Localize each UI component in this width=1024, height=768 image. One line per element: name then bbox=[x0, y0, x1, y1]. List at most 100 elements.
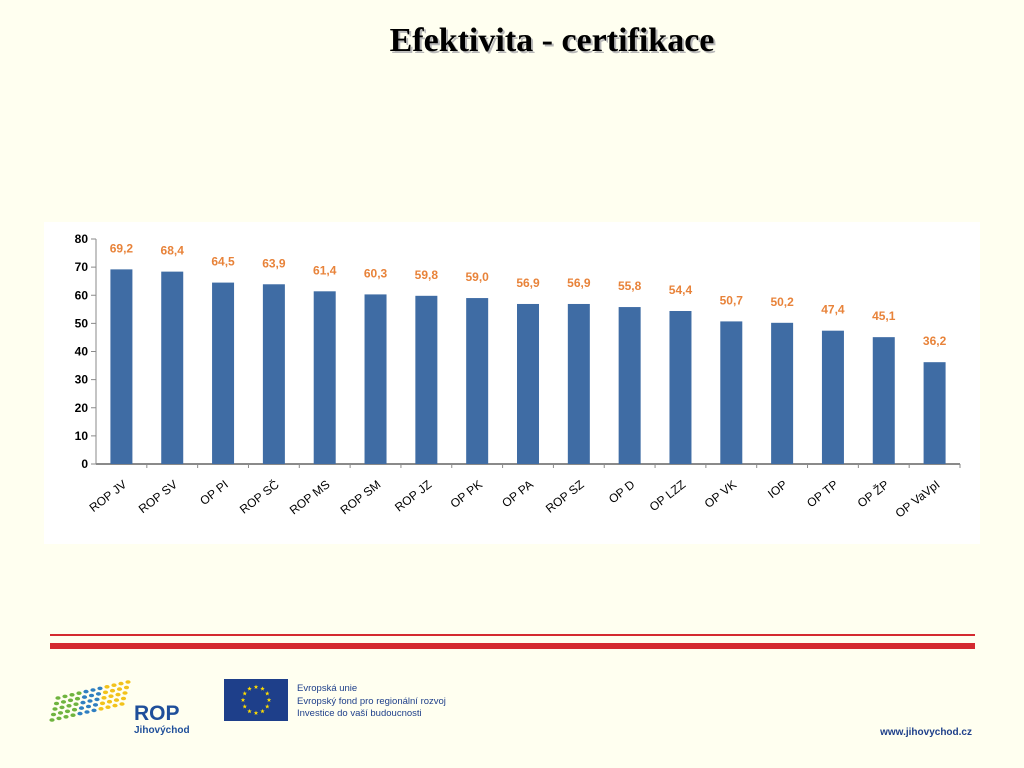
rop-logo-dot bbox=[81, 695, 88, 699]
x-category-label: ROP SČ bbox=[236, 476, 282, 516]
rop-logo-dot bbox=[97, 686, 103, 691]
rop-logo-dot bbox=[92, 703, 99, 707]
bar-value-label: 54,4 bbox=[669, 283, 693, 297]
bar bbox=[771, 322, 794, 464]
y-tick-label: 0 bbox=[81, 457, 88, 471]
x-category-label: OP VaVpI bbox=[893, 477, 943, 520]
rop-logo-dot bbox=[67, 698, 74, 703]
bar-value-label: 47,4 bbox=[821, 303, 845, 317]
y-tick-label: 30 bbox=[75, 373, 89, 387]
eu-text-line: Investice do vaší budoucnosti bbox=[297, 708, 422, 719]
bar bbox=[212, 282, 235, 464]
eu-text-block: Evropská unie Evropský fond pro regionál… bbox=[297, 683, 446, 721]
bar-value-label: 50,7 bbox=[720, 293, 744, 307]
eu-star-icon bbox=[240, 697, 246, 702]
y-tick-label: 40 bbox=[75, 345, 89, 359]
rop-logo-dot bbox=[71, 707, 78, 712]
footer-rule-thin bbox=[50, 634, 975, 636]
bar bbox=[618, 307, 641, 464]
bar-chart: 0 10 20 30 40 50 60 70 80 69,2 ROP JV 68,4 ROP SV 64,… bbox=[44, 222, 980, 544]
rop-logo-dot bbox=[108, 694, 114, 698]
eu-flag-icon bbox=[224, 679, 288, 721]
rop-logo-dot bbox=[104, 685, 110, 689]
rop-logo-dot bbox=[115, 692, 121, 697]
rop-logo-dot bbox=[101, 696, 107, 700]
x-category-label: ROP JV bbox=[87, 477, 130, 515]
rop-logo-dot bbox=[74, 696, 81, 701]
rop-logo-dot bbox=[112, 703, 118, 708]
x-category-label: ROP SV bbox=[136, 477, 180, 516]
bar bbox=[161, 271, 184, 464]
rop-logo-dot bbox=[88, 693, 95, 698]
slide-title: Efektivita - certifikace bbox=[389, 22, 715, 59]
x-category-label: OP LZZ bbox=[647, 477, 689, 514]
eu-text-line: Evropský fond pro regionální rozvoj bbox=[297, 695, 446, 707]
rop-logo-dot bbox=[118, 681, 124, 686]
rop-logo-dot bbox=[111, 683, 117, 687]
bar bbox=[415, 295, 438, 464]
bar bbox=[720, 321, 743, 464]
y-tick-label: 20 bbox=[75, 401, 89, 415]
x-category-label: OP PA bbox=[499, 477, 536, 510]
bar-value-label: 69,2 bbox=[110, 241, 134, 255]
rop-logo-region: Jihovýchod bbox=[134, 725, 190, 736]
bar bbox=[364, 294, 387, 464]
y-tick-label: 70 bbox=[75, 260, 89, 274]
x-category-label: OP D bbox=[606, 477, 638, 506]
x-category-label: OP PI bbox=[197, 477, 231, 508]
rop-logo-dot bbox=[109, 688, 116, 693]
footer-rule-thick bbox=[50, 643, 975, 649]
bar-value-label: 36,2 bbox=[923, 334, 947, 348]
rop-logo-dot bbox=[60, 700, 67, 704]
bar-value-label: 56,9 bbox=[516, 276, 540, 290]
y-tick-label: 50 bbox=[75, 316, 89, 330]
x-category-label: IOP bbox=[765, 477, 790, 501]
rop-logo-dot bbox=[57, 711, 64, 715]
rop-logo-dot bbox=[105, 705, 111, 709]
rop-logo-dot bbox=[76, 691, 82, 695]
rop-logo-dot bbox=[56, 716, 62, 721]
rop-logo-dot bbox=[116, 687, 123, 691]
rop-logo-dot bbox=[73, 702, 79, 706]
rop-logo-dot bbox=[77, 711, 83, 716]
rop-logo-name: ROP bbox=[134, 702, 180, 725]
bar bbox=[872, 337, 895, 464]
bar bbox=[669, 311, 692, 464]
rop-logo-dot bbox=[84, 710, 90, 714]
bar-chart-svg: 0 10 20 30 40 50 60 70 80 69,2 ROP JV 68,4 ROP SV 64,… bbox=[75, 232, 961, 521]
eu-star-icon bbox=[253, 684, 259, 689]
rop-logo-dot bbox=[95, 692, 102, 696]
rop-logo-dot bbox=[63, 715, 69, 719]
rop-logo-dot bbox=[78, 706, 85, 710]
rop-logo-dot bbox=[106, 699, 113, 704]
bar bbox=[110, 269, 133, 464]
x-category-label: ROP MS bbox=[287, 477, 333, 517]
y-tick-label: 80 bbox=[75, 232, 89, 246]
rop-logo-dot bbox=[64, 709, 71, 714]
rop-logo-dot bbox=[62, 694, 68, 699]
x-category-label: OP ŽP bbox=[854, 477, 891, 511]
x-category-label: ROP SZ bbox=[543, 477, 587, 515]
eu-star-icon bbox=[242, 691, 248, 696]
rop-logo-dot bbox=[66, 704, 72, 708]
bar-value-label: 64,5 bbox=[211, 255, 235, 269]
rop-logo-dot bbox=[50, 712, 57, 717]
bar-value-label: 61,4 bbox=[313, 263, 337, 277]
rop-logo-dot bbox=[122, 691, 128, 695]
rop-logo-dot bbox=[55, 696, 61, 700]
bar bbox=[567, 303, 590, 464]
bar-value-label: 68,4 bbox=[161, 244, 185, 258]
rop-logo-dot bbox=[113, 698, 120, 702]
bar-value-label: 56,9 bbox=[567, 276, 591, 290]
bar-value-label: 45,1 bbox=[872, 309, 896, 323]
eu-star-icon bbox=[264, 704, 270, 709]
eu-star-icon bbox=[247, 708, 252, 714]
bar-value-label: 63,9 bbox=[262, 256, 286, 270]
x-category-label: OP VK bbox=[702, 477, 739, 510]
rop-logo-dot bbox=[49, 718, 55, 722]
rop-logo-dot bbox=[125, 680, 131, 684]
rop-logo-dot bbox=[90, 688, 96, 692]
rop-logo-dot bbox=[120, 696, 127, 701]
bar-value-label: 60,3 bbox=[364, 266, 388, 280]
x-category-label: ROP JZ bbox=[392, 477, 434, 514]
